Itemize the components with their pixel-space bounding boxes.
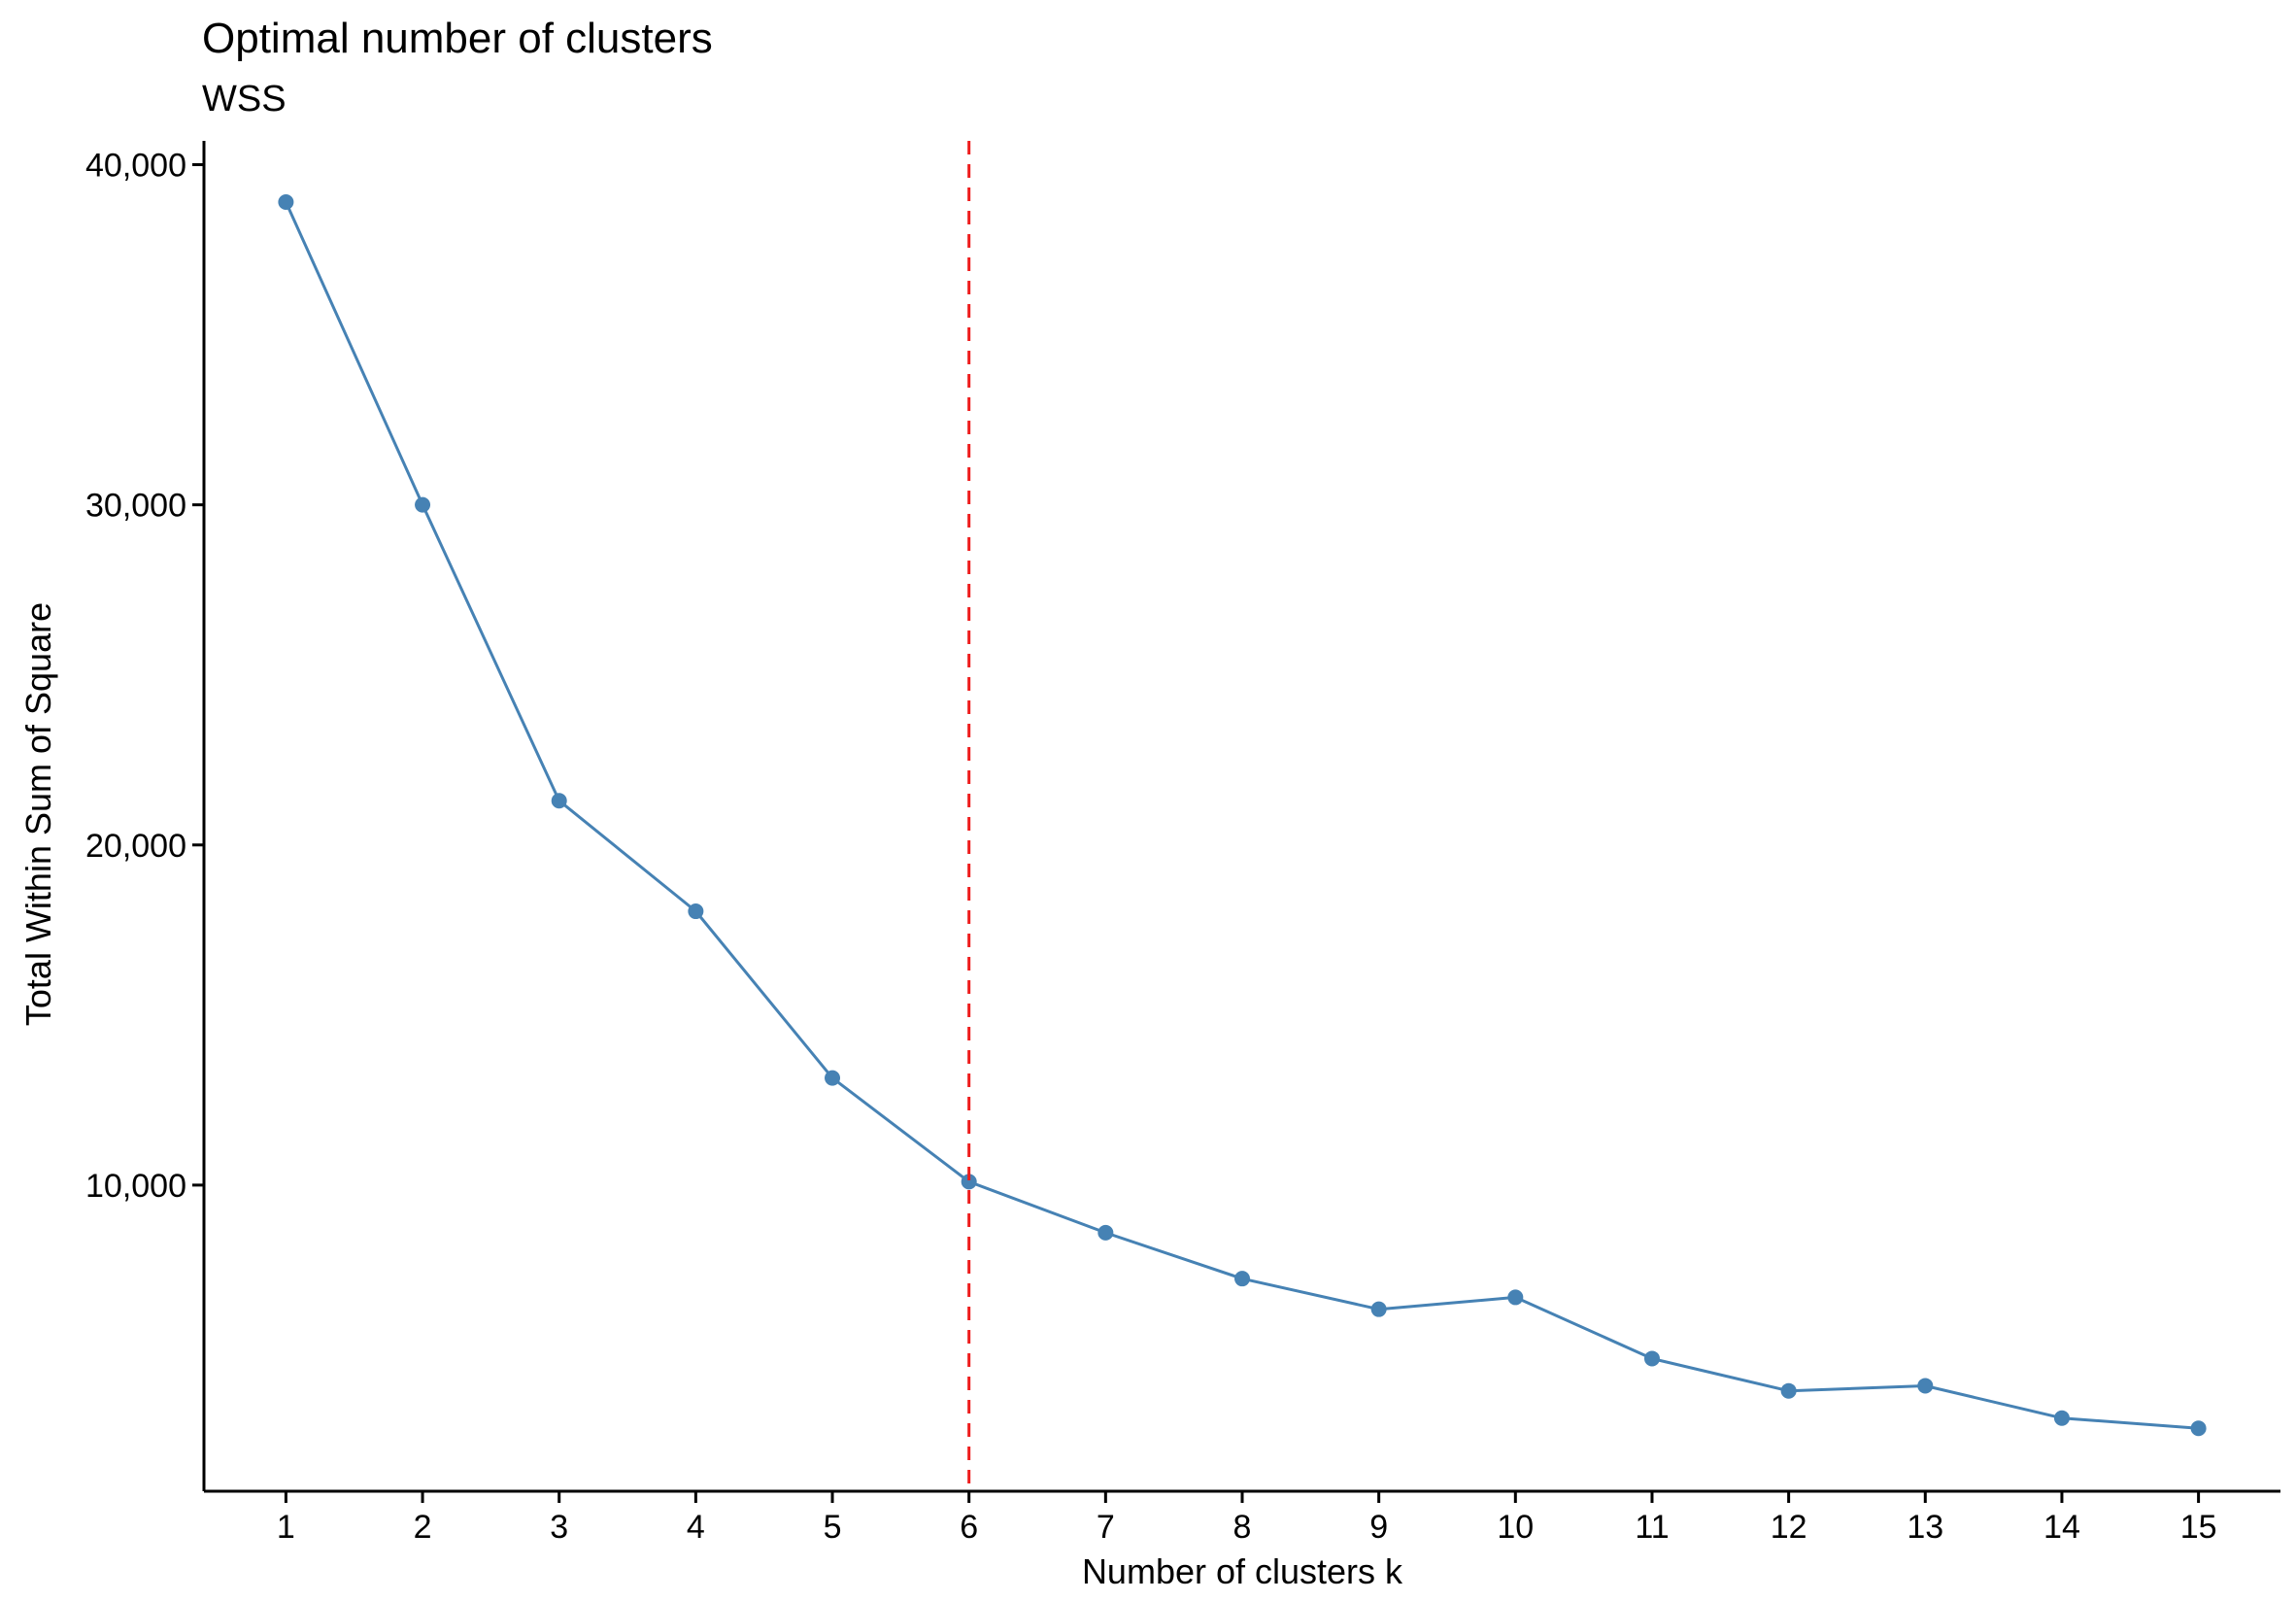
data-point <box>551 793 567 809</box>
data-point <box>1780 1382 1797 1399</box>
data-point <box>1643 1350 1660 1367</box>
data-point <box>961 1174 977 1190</box>
x-tick-label: 5 <box>824 1509 842 1546</box>
x-tick-label: 8 <box>1233 1509 1252 1546</box>
x-tick-label: 1 <box>277 1509 295 1546</box>
x-tick-label: 2 <box>414 1509 432 1546</box>
x-tick-label: 9 <box>1369 1509 1388 1546</box>
x-tick-label: 15 <box>2180 1509 2217 1546</box>
data-point <box>1234 1271 1250 1287</box>
y-tick-label: 30,000 <box>85 488 186 525</box>
x-tick-label: 4 <box>687 1509 705 1546</box>
data-point <box>415 496 431 513</box>
series-line <box>285 201 2199 1430</box>
x-axis-ticks: 1 2 3 4 5 6 7 8 9 10 11 12 13 14 15 <box>277 1491 2217 1546</box>
y-axis-ticks: 10,000 20,000 30,000 40,000 <box>85 148 204 1205</box>
plot-area <box>278 141 2207 1491</box>
chart-title: Optimal number of clusters <box>202 15 713 62</box>
x-tick-label: 7 <box>1097 1509 1115 1546</box>
data-point <box>278 194 294 211</box>
data-point <box>1097 1224 1114 1241</box>
x-tick-label: 6 <box>960 1509 978 1546</box>
x-tick-label: 11 <box>1635 1509 1669 1546</box>
y-tick-label: 20,000 <box>85 828 186 865</box>
y-tick-label: 10,000 <box>85 1168 186 1205</box>
data-point <box>825 1070 841 1086</box>
x-tick-label: 12 <box>1771 1509 1807 1546</box>
x-tick-label: 13 <box>1907 1509 1943 1546</box>
data-point <box>1507 1289 1524 1306</box>
y-axis-label: Total Within Sum of Square <box>18 602 58 1026</box>
x-tick-label: 14 <box>2043 1509 2080 1546</box>
x-axis-label: Number of clusters k <box>1082 1551 1403 1591</box>
data-point <box>2053 1410 2070 1426</box>
x-tick-label: 3 <box>550 1509 568 1546</box>
data-point <box>1917 1378 1934 1394</box>
data-point <box>688 903 704 920</box>
chart-subtitle: WSS <box>202 79 287 119</box>
x-tick-label: 10 <box>1497 1509 1534 1546</box>
data-point <box>2190 1420 2207 1437</box>
data-point <box>1370 1301 1387 1317</box>
y-tick-label: 40,000 <box>85 148 186 185</box>
